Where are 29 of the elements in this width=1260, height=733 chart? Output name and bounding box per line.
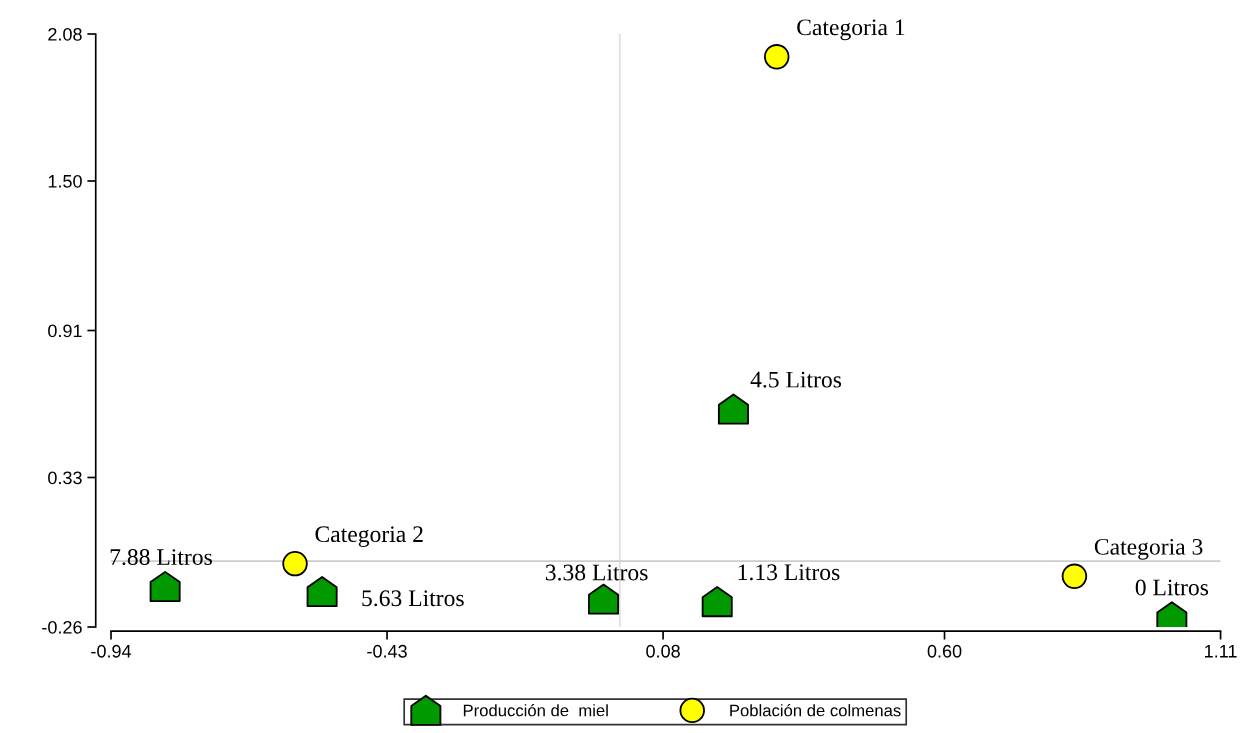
x-tick-label: 0.08	[646, 644, 680, 658]
x-tick-label: -0.43	[367, 644, 407, 658]
y-tick-label: 1.50	[48, 174, 82, 188]
point	[717, 393, 749, 425]
x-tick-label: -0.94	[91, 644, 132, 658]
annotation: 7.88 Litros	[110, 549, 212, 566]
legend-label: Producción de miel	[463, 703, 608, 717]
annotation: 4.5 Litros	[750, 371, 842, 388]
point	[1061, 563, 1088, 590]
point	[149, 570, 181, 602]
point	[764, 44, 790, 70]
legend-label: Población de colmenas	[730, 703, 901, 717]
x-tick-label: 0.60	[927, 644, 962, 658]
point	[588, 583, 620, 615]
annotation: 0 Litros	[1135, 579, 1209, 596]
point	[306, 576, 338, 608]
annotation: 1.13 Litros	[738, 564, 840, 581]
point	[282, 550, 308, 577]
annotation: Categoria 1	[797, 19, 905, 41]
annotation: Categoria 2	[315, 526, 423, 547]
y-tick-label: 0.33	[48, 471, 82, 485]
annotation: Categoria 3	[1094, 538, 1203, 560]
y-tick-label: -0.26	[42, 620, 82, 634]
annotation: 3.38 Litros	[545, 564, 648, 581]
annotation: 5.63 Litros	[362, 590, 464, 607]
y-tick-label: 2.08	[48, 27, 82, 41]
point	[701, 586, 733, 618]
x-tick-label: 1.11	[1205, 645, 1237, 658]
y-tick-label: 0.91	[48, 324, 82, 338]
